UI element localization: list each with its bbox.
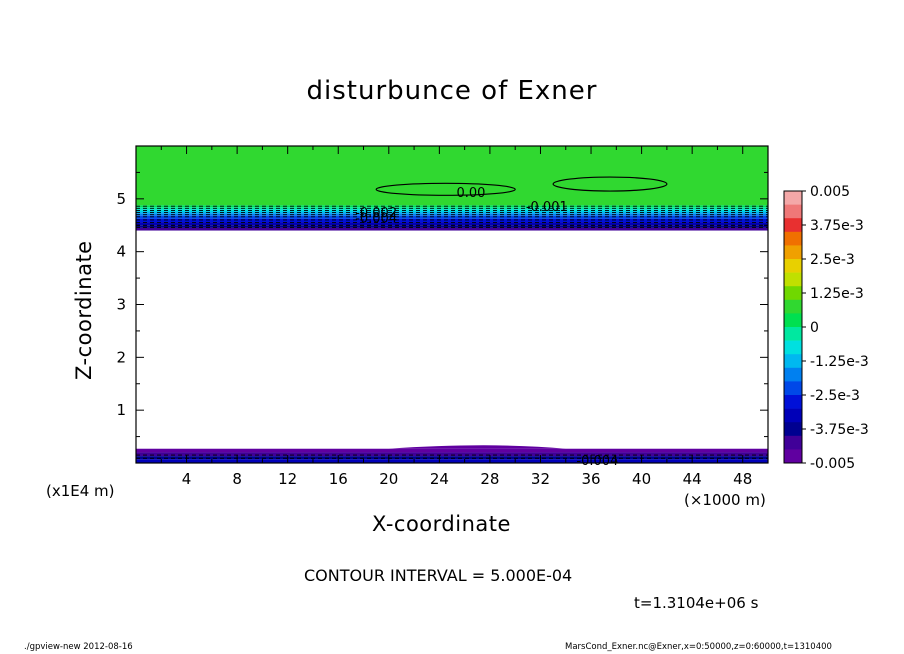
- colorbar-segment-15: [784, 381, 802, 396]
- x-axis-title: X-coordinate: [372, 512, 511, 536]
- upper-fill-region: [136, 146, 768, 206]
- colorbar-segment-10: [784, 313, 802, 328]
- x-axis: 4 8 12 16 20 24 28 32 36 40 44 48: [135, 146, 769, 488]
- zero-contour-left: [375, 182, 516, 196]
- zero-contour-right: [552, 176, 668, 192]
- colorbar-segment-5: [784, 245, 802, 260]
- x-tick-label-16: 16: [329, 470, 348, 488]
- contour-fill-layer: [136, 146, 768, 463]
- y-tick-label-4: 4: [116, 243, 126, 261]
- colorbar-label-6: -1.25e-3: [810, 354, 869, 370]
- bottom-band-2: [136, 452, 768, 457]
- contour-label-1: 0.00: [456, 186, 485, 201]
- colorbar-segment-7: [784, 272, 802, 287]
- colorbar-segment-16: [784, 395, 802, 409]
- colorbar-segment-17: [784, 408, 802, 423]
- chart-title: disturbunce of Exner: [306, 76, 598, 106]
- colorbar-label-7: -2.5e-3: [810, 388, 860, 404]
- colorbar-label-9: -0.005: [810, 456, 855, 472]
- footer-program: ./gpview-new 2012-08-16: [24, 642, 133, 652]
- x-tick-label-20: 20: [379, 470, 398, 488]
- colorbar-segment-12: [784, 340, 802, 355]
- x-tick-label-8: 8: [232, 470, 242, 488]
- x-tick-label-4: 4: [182, 470, 192, 488]
- colorbar-segment-13: [784, 354, 802, 369]
- contour-label-4: -0.004: [355, 211, 397, 226]
- x-tick-label-48: 48: [733, 470, 752, 488]
- contour-label-layer: 0.00-0.001-0.002-0.004-0.004: [355, 186, 618, 469]
- footer-source: MarsCond_Exner.nc@Exner,x=0:50000,z=0:60…: [565, 642, 832, 652]
- contour-band-7: [136, 218, 768, 223]
- colorbar-segment-2: [784, 204, 802, 219]
- x-axis-unit: (×1000 m): [684, 491, 766, 509]
- contour-band-10: [136, 227, 768, 231]
- colorbar-segment-20: [784, 449, 802, 464]
- colorbar-segment-4: [784, 231, 802, 246]
- contour-line-layer: [136, 176, 768, 459]
- y-tick-label-3: 3: [116, 296, 126, 314]
- y-tick-label-2: 2: [116, 348, 126, 366]
- colorbar-segment-14: [784, 367, 802, 382]
- x-tick-label-36: 36: [581, 470, 600, 488]
- colorbar-label-5: 0: [810, 320, 819, 336]
- bottom-band-4: [136, 459, 768, 463]
- contour-band-9: [136, 225, 768, 228]
- time-stamp: t=1.3104e+06 s: [634, 594, 759, 612]
- colorbar: [783, 190, 803, 464]
- colorbar-segment-19: [784, 435, 802, 450]
- colorbar-segment-1: [784, 191, 802, 205]
- contour-label-2: -0.001: [526, 200, 568, 215]
- colorbar-segment-6: [784, 259, 802, 273]
- x-tick-label-28: 28: [480, 470, 499, 488]
- x-tick-label-12: 12: [278, 470, 297, 488]
- colorbar-label-1: 0.005: [810, 184, 850, 200]
- x-tick-label-32: 32: [531, 470, 550, 488]
- x-tick-label-24: 24: [430, 470, 449, 488]
- bottom-band-3: [136, 456, 768, 460]
- y-axis-title: Z-coordinate: [72, 240, 96, 380]
- y-axis-unit: (x1E4 m): [46, 482, 115, 500]
- colorbar-segment-9: [784, 299, 802, 314]
- colorbar-segment-11: [784, 327, 802, 341]
- x-tick-label-44: 44: [683, 470, 702, 488]
- colorbar-segment-18: [784, 422, 802, 437]
- contour-label-5: -0.004: [576, 454, 618, 469]
- contour-label-3: -0.002: [355, 206, 397, 221]
- x-tick-label-40: 40: [632, 470, 651, 488]
- bottom-band-1: [136, 448, 768, 453]
- y-axis: 1 2 3 4 5: [116, 145, 768, 464]
- contour-band-6: [136, 215, 768, 219]
- y-tick-label-1: 1: [116, 401, 126, 419]
- contour-interval-note: CONTOUR INTERVAL = 5.000E-04: [304, 566, 573, 585]
- colorbar-label-3: 2.5e-3: [810, 252, 855, 268]
- colorbar-segment-8: [784, 286, 802, 301]
- colorbar-labels: 0.005 3.75e-3 2.5e-3 1.25e-3 0 -1.25e-3 -2.5e-…: [802, 184, 869, 472]
- y-tick-label-5: 5: [116, 190, 126, 208]
- colorbar-label-2: 3.75e-3: [810, 218, 864, 234]
- colorbar-label-8: -3.75e-3: [810, 422, 869, 438]
- contour-band-8: [136, 222, 768, 226]
- colorbar-segment-3: [784, 218, 802, 233]
- colorbar-label-4: 1.25e-3: [810, 286, 864, 302]
- bottom-bulge: [388, 445, 566, 449]
